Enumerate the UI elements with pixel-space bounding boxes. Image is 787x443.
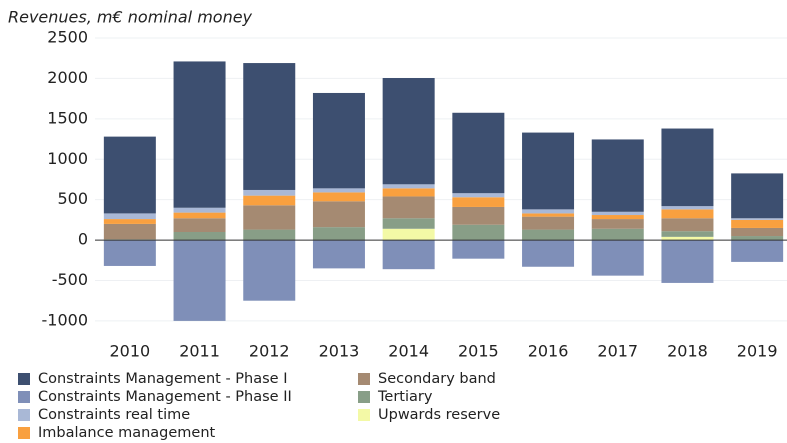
legend-swatch [18,427,30,439]
x-tick-label: 2011 [179,342,220,361]
bar-segment [522,240,575,267]
bar-segment [522,213,575,217]
bar-segment [103,213,156,220]
bar-segment [103,240,156,266]
legend-label: Constraints Management - Phase II [38,389,292,405]
bar-segment [452,224,505,241]
x-tick-label: 2015 [458,342,499,361]
bar-segment [522,216,575,230]
x-tick-label: 2012 [249,342,290,361]
y-tick-label: 0 [78,230,88,249]
bar-segment [103,136,156,214]
bar-segment [731,218,784,220]
bar-segment [591,219,644,229]
bar-segment [243,229,296,241]
legend-swatch [358,373,370,385]
bar-segment [243,63,296,190]
bar-segment [661,231,714,237]
y-tick-label: -500 [52,270,88,289]
bar-segment [382,240,435,270]
x-tick-label: 2019 [737,342,778,361]
bar-segment [731,236,784,241]
y-tick-label: 1000 [47,149,88,168]
bar-segment [103,223,156,240]
y-tick-label: 1500 [47,108,88,127]
legend-label: Secondary band [378,371,496,387]
bar-segment [382,188,435,197]
y-tick-label: -1000 [42,310,89,329]
legend-swatch [18,391,30,403]
legend-label: Tertiary [377,389,433,405]
bar-segment [243,189,296,196]
bar-segment [661,209,714,219]
x-tick-label: 2014 [388,342,429,361]
bar-segment [661,236,714,241]
bar-segment [591,211,644,216]
bar-segment [731,219,784,228]
legend-label: Constraints real time [38,407,190,423]
bar-segment [312,188,365,193]
bar-segment [731,173,784,219]
bar-segment [382,218,435,229]
legend-swatch [18,373,30,385]
bar-segment [173,232,226,241]
bar-segment [452,112,505,194]
y-tick-label: 2500 [47,28,88,47]
bar-segment [243,240,296,301]
bar-segment [312,201,365,228]
x-tick-label: 2013 [319,342,360,361]
bar-segment [312,192,365,202]
bar-segment [312,227,365,241]
legend-label: Imbalance management [38,425,216,441]
y-tick-label: 2000 [47,68,88,87]
y-tick-label: 500 [57,189,88,208]
legend-swatch [358,409,370,421]
legend-label: Upwards reserve [378,407,500,423]
bar-segment [452,197,505,207]
bar-segment [522,132,575,210]
bar-segment [452,240,505,259]
chart-title: Revenues, m€ nominal money [8,8,253,27]
bar-segment [173,218,226,232]
bar-segment [382,184,435,189]
legend-swatch [18,409,30,421]
bar-segment [382,78,435,185]
bar-segment [591,215,644,220]
legend-label: Constraints Management - Phase I [38,371,288,387]
bar-segment [661,128,714,207]
bar-segment [382,196,435,219]
bar-segment [591,139,644,212]
bar-segment [661,218,714,232]
bar-segment [452,193,505,198]
bar-segment [173,61,226,208]
bar-segment [522,209,575,214]
bar-segment [591,228,644,241]
bar-segment [173,212,226,219]
bar-segment [591,240,644,276]
bar-segment [173,207,226,213]
x-tick-label: 2017 [597,342,638,361]
bar-segment [312,92,365,189]
x-tick-label: 2018 [667,342,708,361]
x-tick-label: 2016 [528,342,569,361]
bar-segment [731,227,784,237]
bar-segment [103,219,156,224]
bar-segment [522,229,575,241]
bar-segment [382,228,435,241]
bar-segment [173,240,226,321]
x-tick-label: 2010 [109,342,150,361]
bar-segment [661,240,714,283]
bar-segment [312,240,365,269]
bar-segment [661,206,714,210]
bar-segment [243,205,296,230]
legend-swatch [358,391,370,403]
bar-segment [452,206,505,225]
bar-segment [243,195,296,206]
bar-segment [731,240,784,262]
